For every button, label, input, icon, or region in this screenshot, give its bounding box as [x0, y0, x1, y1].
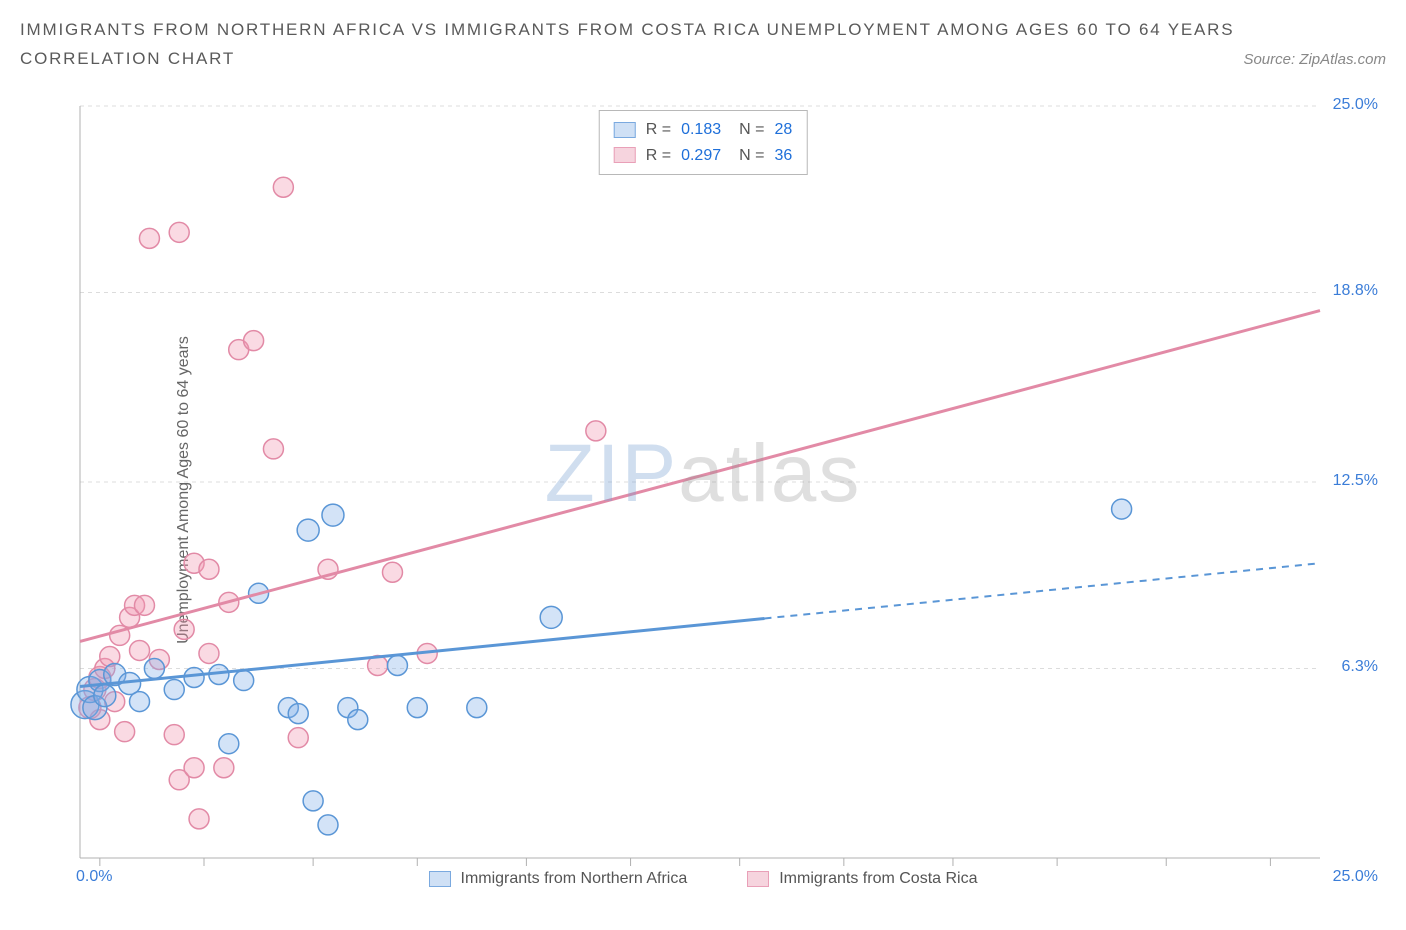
data-point [169, 222, 189, 242]
data-point [184, 668, 204, 688]
legend-item-1: Immigrants from Costa Rica [747, 870, 977, 888]
data-point [322, 504, 344, 526]
legend-stats: R = 0.183 N = 28 R = 0.297 N = 36 [599, 110, 808, 175]
legend-n-label-1: N = [739, 143, 764, 169]
data-point [387, 655, 407, 675]
data-point [297, 519, 319, 541]
legend-name-1: Immigrants from Costa Rica [779, 870, 977, 888]
legend-swatch-1 [614, 147, 636, 163]
data-point [234, 671, 254, 691]
data-point [219, 734, 239, 754]
legend-r-value-1: 0.297 [681, 143, 721, 169]
y-tick-label: 25.0% [1333, 96, 1378, 114]
data-point [407, 698, 427, 718]
data-point [144, 658, 164, 678]
data-point [263, 439, 283, 459]
legend-stats-row-0: R = 0.183 N = 28 [614, 117, 793, 143]
trend-line-dashed [764, 563, 1320, 618]
data-point [586, 421, 606, 441]
data-point [288, 728, 308, 748]
y-tick-label: 12.5% [1333, 472, 1378, 490]
data-point [199, 643, 219, 663]
x-tick-label: 0.0% [76, 868, 112, 886]
data-point [130, 692, 150, 712]
legend-name-0: Immigrants from Northern Africa [461, 870, 688, 888]
legend-series: Immigrants from Northern Africa Immigran… [20, 870, 1386, 888]
data-point [214, 758, 234, 778]
data-point [164, 680, 184, 700]
legend-swatch-b0 [429, 871, 451, 887]
legend-stats-row-1: R = 0.297 N = 36 [614, 143, 793, 169]
source-label: Source: ZipAtlas.com [1243, 51, 1386, 68]
legend-swatch-b1 [747, 871, 769, 887]
data-point [318, 815, 338, 835]
data-point [94, 685, 116, 707]
chart-svg [20, 100, 1386, 880]
data-point [303, 791, 323, 811]
legend-r-label-0: R = [646, 117, 671, 143]
data-point [184, 758, 204, 778]
data-point [115, 722, 135, 742]
x-tick-label: 25.0% [1333, 868, 1378, 886]
legend-item-0: Immigrants from Northern Africa [429, 870, 688, 888]
trend-line [80, 311, 1320, 642]
legend-n-value-1: 36 [774, 143, 792, 169]
legend-r-label-1: R = [646, 143, 671, 169]
y-tick-label: 6.3% [1342, 658, 1378, 676]
y-tick-label: 18.8% [1333, 282, 1378, 300]
data-point [174, 619, 194, 639]
legend-n-label-0: N = [739, 117, 764, 143]
data-point [467, 698, 487, 718]
data-point [273, 177, 293, 197]
data-point [1112, 499, 1132, 519]
data-point [540, 606, 562, 628]
data-point [130, 640, 150, 660]
legend-r-value-0: 0.183 [681, 117, 721, 143]
data-point [199, 559, 219, 579]
legend-n-value-0: 28 [774, 117, 792, 143]
chart-area: Unemployment Among Ages 60 to 64 years Z… [20, 100, 1386, 880]
data-point [134, 595, 154, 615]
data-point [348, 710, 368, 730]
legend-swatch-0 [614, 122, 636, 138]
data-point [139, 228, 159, 248]
data-point [189, 809, 209, 829]
data-point [164, 725, 184, 745]
chart-title: IMMIGRANTS FROM NORTHERN AFRICA VS IMMIG… [20, 16, 1386, 45]
data-point [382, 562, 402, 582]
chart-header: IMMIGRANTS FROM NORTHERN AFRICA VS IMMIG… [0, 0, 1406, 77]
chart-subtitle: CORRELATION CHART [20, 49, 235, 69]
data-point [288, 704, 308, 724]
data-point [244, 331, 264, 351]
